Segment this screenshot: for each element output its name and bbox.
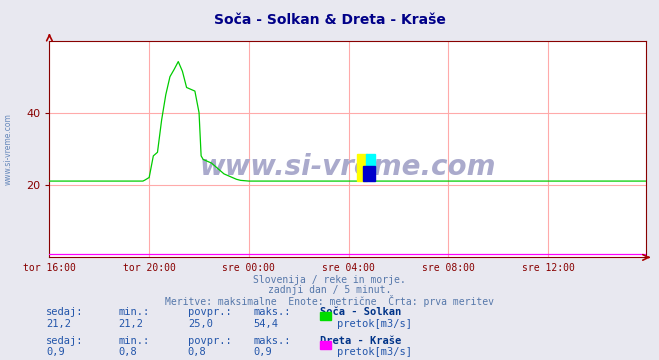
Text: Soča - Solkan: Soča - Solkan <box>320 307 401 317</box>
Text: 0,8: 0,8 <box>188 347 206 357</box>
Text: 0,9: 0,9 <box>254 347 272 357</box>
Text: tor 16:00: tor 16:00 <box>23 263 76 273</box>
Text: tor 20:00: tor 20:00 <box>123 263 175 273</box>
Text: Slovenija / reke in morje.: Slovenija / reke in morje. <box>253 275 406 285</box>
Text: 0,8: 0,8 <box>119 347 137 357</box>
Text: sedaj:: sedaj: <box>46 307 84 317</box>
Text: sre 00:00: sre 00:00 <box>223 263 275 273</box>
Text: maks.:: maks.: <box>254 336 291 346</box>
Text: sedaj:: sedaj: <box>46 336 84 346</box>
Text: sre 08:00: sre 08:00 <box>422 263 475 273</box>
Text: sre 04:00: sre 04:00 <box>322 263 375 273</box>
Text: sre 12:00: sre 12:00 <box>522 263 575 273</box>
Text: Meritve: maksimalne  Enote: metrične  Črta: prva meritev: Meritve: maksimalne Enote: metrične Črta… <box>165 295 494 307</box>
Text: 25,0: 25,0 <box>188 319 213 329</box>
Text: pretok[m3/s]: pretok[m3/s] <box>337 347 412 357</box>
Text: 21,2: 21,2 <box>46 319 71 329</box>
Text: povpr.:: povpr.: <box>188 307 231 317</box>
Text: maks.:: maks.: <box>254 307 291 317</box>
Text: min.:: min.: <box>119 336 150 346</box>
Text: pretok[m3/s]: pretok[m3/s] <box>337 319 412 329</box>
Text: 21,2: 21,2 <box>119 319 144 329</box>
Text: povpr.:: povpr.: <box>188 336 231 346</box>
Text: Dreta - Kraše: Dreta - Kraše <box>320 336 401 346</box>
Text: www.si-vreme.com: www.si-vreme.com <box>200 153 496 181</box>
Text: www.si-vreme.com: www.si-vreme.com <box>3 113 13 185</box>
Text: zadnji dan / 5 minut.: zadnji dan / 5 minut. <box>268 285 391 295</box>
Text: 0,9: 0,9 <box>46 347 65 357</box>
Text: min.:: min.: <box>119 307 150 317</box>
Text: 54,4: 54,4 <box>254 319 279 329</box>
Text: Soča - Solkan & Dreta - Kraše: Soča - Solkan & Dreta - Kraše <box>214 13 445 27</box>
